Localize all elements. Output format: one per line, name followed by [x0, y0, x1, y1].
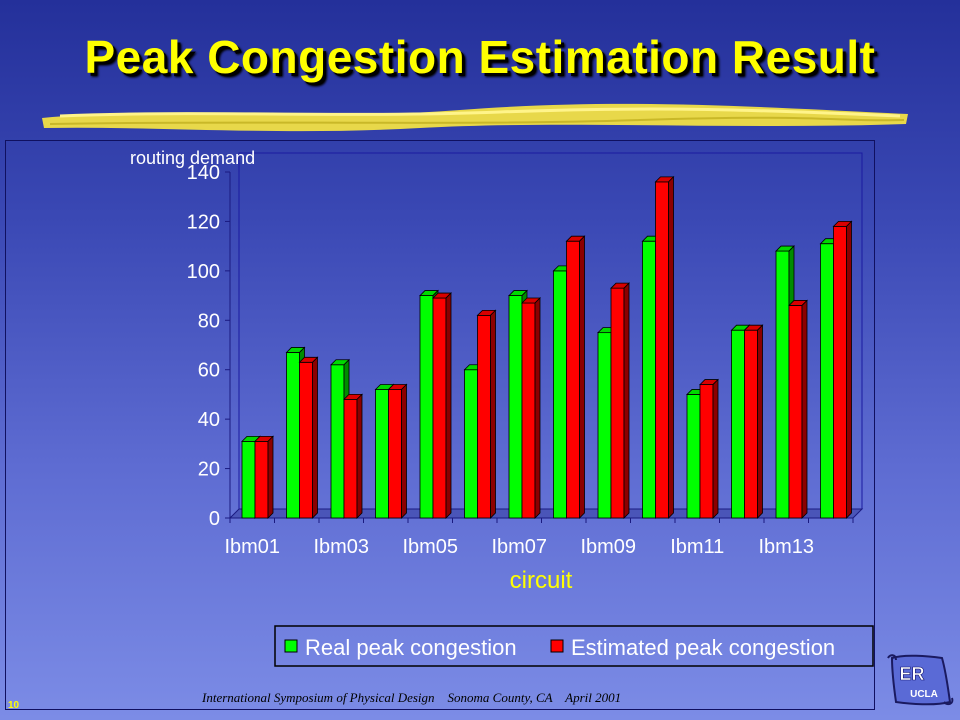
bar-estimated-ibm14 — [833, 225, 847, 519]
chart-floor — [228, 508, 864, 519]
bar-side-face — [267, 435, 274, 519]
bar-real-ibm03 — [330, 364, 345, 519]
y-tick-label: 140 — [187, 162, 220, 184]
x-axis-title: circuit — [510, 567, 573, 594]
bar-estimated-ibm02 — [299, 361, 313, 519]
bar-real-ibm07 — [508, 295, 523, 519]
chart-frame — [5, 140, 875, 710]
logo-sub-text: UCLA — [910, 689, 938, 700]
bar-side-face — [801, 299, 808, 519]
bar-estimated-ibm09 — [610, 287, 625, 519]
bar-estimated-ibm07 — [521, 302, 536, 519]
y-tick-label: 100 — [187, 261, 220, 283]
bar-side-face — [579, 235, 585, 519]
bar-real-ibm06 — [464, 369, 478, 519]
bar-side-face — [668, 175, 674, 519]
bar-estimated-ibm12 — [744, 329, 758, 519]
x-tick-label: Ibm11 — [670, 536, 724, 558]
y-tick-label: 60 — [198, 360, 220, 382]
bar-real-ibm09 — [597, 332, 612, 519]
bar-side-face — [846, 220, 852, 519]
bar-side-face — [534, 297, 541, 519]
bar-real-ibm12 — [731, 329, 745, 519]
y-tick-label: 40 — [198, 409, 220, 431]
bar-real-ibm05 — [419, 295, 434, 519]
logo-main-text: ER — [899, 664, 924, 684]
bar-estimated-ibm04 — [388, 389, 402, 519]
bar-real-ibm10 — [642, 240, 656, 519]
bar-estimated-ibm10 — [655, 181, 669, 519]
bar-estimated-ibm05 — [432, 297, 447, 519]
bar-side-face — [312, 356, 318, 519]
bar-estimated-ibm06 — [477, 314, 491, 519]
page-number: 10 — [8, 700, 20, 711]
bar-estimated-ibm08 — [566, 240, 580, 519]
bar-side-face — [356, 393, 363, 519]
er-ucla-logo: ER UCLA — [887, 654, 954, 706]
bar-side-face — [445, 292, 452, 519]
bar-side-face — [623, 282, 630, 519]
bar-side-face — [401, 383, 407, 519]
bar-real-ibm13 — [775, 250, 790, 519]
legend-swatch-real — [284, 639, 298, 653]
x-tick-label: Ibm07 — [491, 536, 547, 558]
legend-box — [274, 625, 874, 667]
x-tick-label: Ibm09 — [580, 536, 636, 558]
bar-real-ibm04 — [375, 389, 389, 519]
y-tick-label: 120 — [187, 211, 220, 233]
x-tick-label: Ibm01 — [224, 536, 280, 558]
y-tick-label: 80 — [198, 310, 220, 332]
bar-real-ibm11 — [686, 394, 701, 519]
x-tick-label: Ibm03 — [313, 536, 369, 558]
bar-side-face — [712, 378, 719, 519]
bar-side-face — [490, 309, 496, 519]
x-tick-label: Ibm13 — [758, 536, 814, 558]
y-axis-title: routing demand — [130, 148, 255, 168]
legend-label-estimated: Estimated peak congestion — [571, 635, 835, 660]
bar-real-ibm02 — [286, 352, 300, 519]
y-tick-label: 20 — [198, 459, 220, 481]
bar-estimated-ibm03 — [343, 398, 358, 519]
legend-swatch-estimated — [550, 639, 564, 653]
bar-estimated-ibm01 — [254, 440, 269, 519]
x-tick-label: Ibm05 — [402, 536, 458, 558]
bar-estimated-ibm13 — [788, 305, 803, 519]
title-underline-brushstroke — [42, 103, 908, 132]
bar-estimated-ibm11 — [699, 384, 714, 519]
slide-title: Peak Congestion Estimation Result — [84, 31, 876, 83]
bar-real-ibm08 — [553, 270, 567, 519]
legend-label-real: Real peak congestion — [305, 635, 517, 660]
bar-real-ibm01 — [241, 440, 256, 519]
y-tick-label: 0 — [209, 508, 220, 530]
footer-text: International Symposium of Physical Desi… — [202, 690, 622, 705]
bar-side-face — [757, 324, 763, 519]
bar-real-ibm14 — [820, 243, 834, 519]
